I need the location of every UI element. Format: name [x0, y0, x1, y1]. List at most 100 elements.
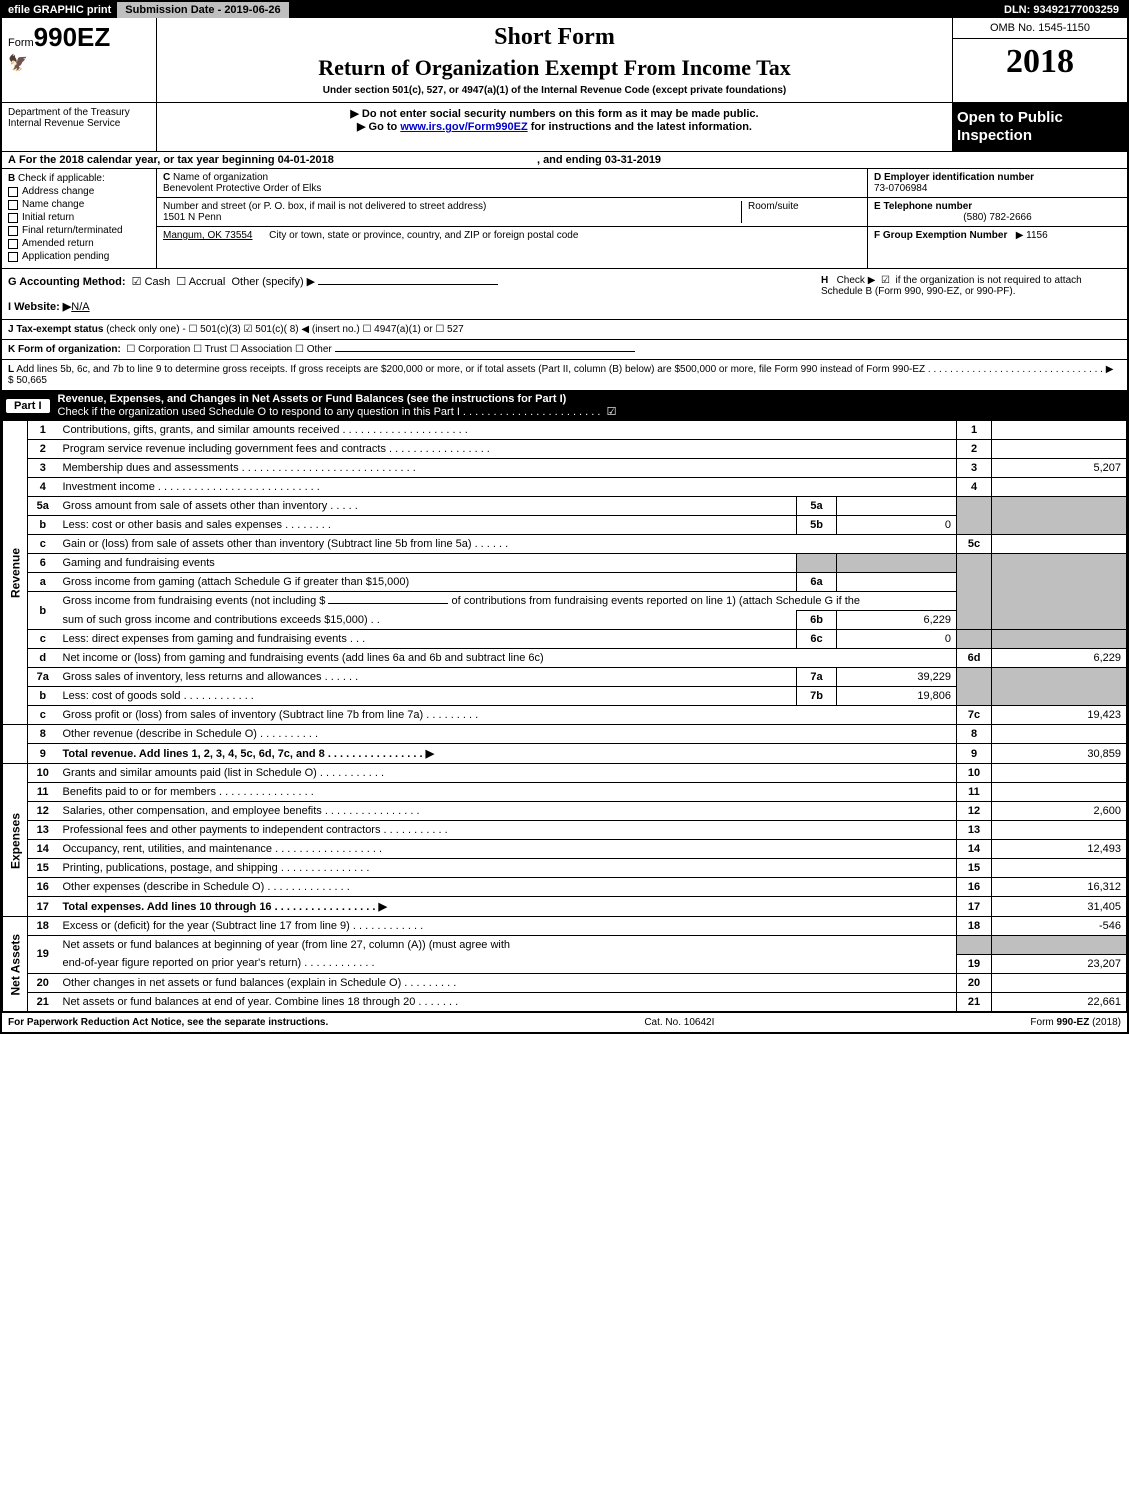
name-label: Name of organization: [173, 172, 268, 183]
label-L: L: [8, 364, 14, 375]
line13-val: [992, 821, 1127, 840]
part1-title: Revenue, Expenses, and Changes in Net As…: [58, 393, 567, 405]
line2-num: 2: [28, 440, 58, 459]
line19-ln: 19: [957, 954, 992, 973]
line5a-sv: [837, 497, 957, 516]
line15-val: [992, 859, 1127, 878]
line6a-num: a: [28, 573, 58, 592]
label-H: H: [821, 275, 828, 286]
open-public-cell: Open to Public Inspection: [952, 103, 1127, 151]
footer-left: For Paperwork Reduction Act Notice, see …: [8, 1017, 328, 1028]
line9-ln: 9: [957, 744, 992, 764]
line10-val: [992, 764, 1127, 783]
line4-ln: 4: [957, 478, 992, 497]
part1-header: Part I Revenue, Expenses, and Changes in…: [2, 391, 1127, 420]
chk-pending-label: Application pending: [22, 251, 109, 262]
k-text: ☐ Corporation ☐ Trust ☐ Association ☐ Ot…: [126, 344, 331, 355]
chk-address[interactable]: Address change: [8, 186, 150, 197]
chk-pending[interactable]: Application pending: [8, 251, 150, 262]
line6b-desc1: Gross income from fundraising events (no…: [58, 592, 957, 611]
row-L: L Add lines 5b, 6c, and 7b to line 9 to …: [2, 360, 1127, 391]
shade-6v: [837, 554, 957, 573]
chk-amended[interactable]: Amended return: [8, 238, 150, 249]
chk-name-label: Name change: [22, 199, 84, 210]
chk-final[interactable]: Final return/terminated: [8, 225, 150, 236]
col-D: D Employer identification number 73-0706…: [867, 169, 1127, 268]
line6a-sv: [837, 573, 957, 592]
chk-initial[interactable]: Initial return: [8, 212, 150, 223]
line4-val: [992, 478, 1127, 497]
omb-number: OMB No. 1545-1150: [953, 18, 1127, 39]
ein: 73-0706984: [874, 183, 927, 194]
label-F: F Group Exemption Number: [874, 230, 1007, 241]
shade-6cv: [992, 630, 1127, 649]
line4-num: 4: [28, 478, 58, 497]
row-K: K Form of organization: ☐ Corporation ☐ …: [2, 340, 1127, 360]
line3-num: 3: [28, 459, 58, 478]
chk-initial-label: Initial return: [22, 212, 74, 223]
line6d-num: d: [28, 649, 58, 668]
line12-desc: Salaries, other compensation, and employ…: [58, 802, 957, 821]
bullet2-pre: ▶ Go to: [357, 121, 400, 133]
line12-num: 12: [28, 802, 58, 821]
line3-val: 5,207: [992, 459, 1127, 478]
line16-val: 16,312: [992, 878, 1127, 897]
line8-desc: Other revenue (describe in Schedule O) .…: [58, 725, 957, 744]
chk-amended-label: Amended return: [22, 238, 94, 249]
shade-6ln: [957, 554, 992, 630]
chk-address-label: Address change: [22, 186, 94, 197]
line7a-sv: 39,229: [837, 668, 957, 687]
line7c-val: 19,423: [992, 706, 1127, 725]
chk-name[interactable]: Name change: [8, 199, 150, 210]
shade-19: [957, 936, 992, 955]
line13-ln: 13: [957, 821, 992, 840]
line15-desc: Printing, publications, postage, and shi…: [58, 859, 957, 878]
line5b-num: b: [28, 516, 58, 535]
line6b-d1: Gross income from fundraising events (no…: [63, 595, 329, 607]
submission-date: Submission Date - 2019-06-26: [117, 2, 288, 18]
irs-link[interactable]: www.irs.gov/Form990EZ: [400, 121, 527, 133]
line6d-val: 6,229: [992, 649, 1127, 668]
line6b-d3: sum of such gross income and contributio…: [58, 611, 797, 630]
line5a-num: 5a: [28, 497, 58, 516]
line2-ln: 2: [957, 440, 992, 459]
line12-val: 2,600: [992, 802, 1127, 821]
line18-val: -546: [992, 917, 1127, 936]
short-form-title: Short Form: [163, 24, 946, 51]
line16-desc: Other expenses (describe in Schedule O) …: [58, 878, 957, 897]
line11-num: 11: [28, 783, 58, 802]
dln-number: DLN: 93492177003259: [996, 2, 1127, 18]
G-block: G Accounting Method: ☑ Cash ☐ Accrual Ot…: [8, 275, 821, 313]
l-text: Add lines 5b, 6c, and 7b to line 9 to de…: [8, 364, 1113, 386]
form-container: efile GRAPHIC print Submission Date - 20…: [0, 0, 1129, 1034]
line19-val: 23,207: [992, 954, 1127, 973]
line7a-sn: 7a: [797, 668, 837, 687]
line6d-desc: Net income or (loss) from gaming and fun…: [58, 649, 957, 668]
line7c-desc: Gross profit or (loss) from sales of inv…: [58, 706, 957, 725]
line5b-sv: 0: [837, 516, 957, 535]
top-bar-left: efile GRAPHIC print Submission Date - 20…: [2, 2, 289, 18]
group-num: ▶ 1156: [1016, 230, 1048, 241]
bullet1: ▶ Do not enter social security numbers o…: [161, 107, 948, 120]
footer-right: Form 990-EZ (2018): [1030, 1017, 1121, 1028]
line17-ln: 17: [957, 897, 992, 917]
shade-5: [957, 497, 992, 535]
line7c-num: c: [28, 706, 58, 725]
line6d-ln: 6d: [957, 649, 992, 668]
line7a-num: 7a: [28, 668, 58, 687]
footer-mid: Cat. No. 10642I: [644, 1017, 714, 1028]
line7b-sv: 19,806: [837, 687, 957, 706]
checkbox-icon: [8, 200, 18, 210]
line3-ln: 3: [957, 459, 992, 478]
label-A: A: [8, 154, 16, 166]
d-group-row: F Group Exemption Number ▶ 1156: [868, 227, 1127, 244]
efile-print-button[interactable]: efile GRAPHIC print: [2, 2, 117, 18]
c-name-row: C Name of organization Benevolent Protec…: [157, 169, 867, 198]
line20-desc: Other changes in net assets or fund bala…: [58, 973, 957, 992]
form-number-cell: Form990EZ 🦅: [2, 18, 157, 102]
line6b-sv: 6,229: [837, 611, 957, 630]
line6-num: 6: [28, 554, 58, 573]
col-C: C Name of organization Benevolent Protec…: [157, 169, 867, 268]
part1-title-wrap: Revenue, Expenses, and Changes in Net As…: [58, 393, 617, 418]
c-street-row: Number and street (or P. O. box, if mail…: [157, 198, 867, 227]
